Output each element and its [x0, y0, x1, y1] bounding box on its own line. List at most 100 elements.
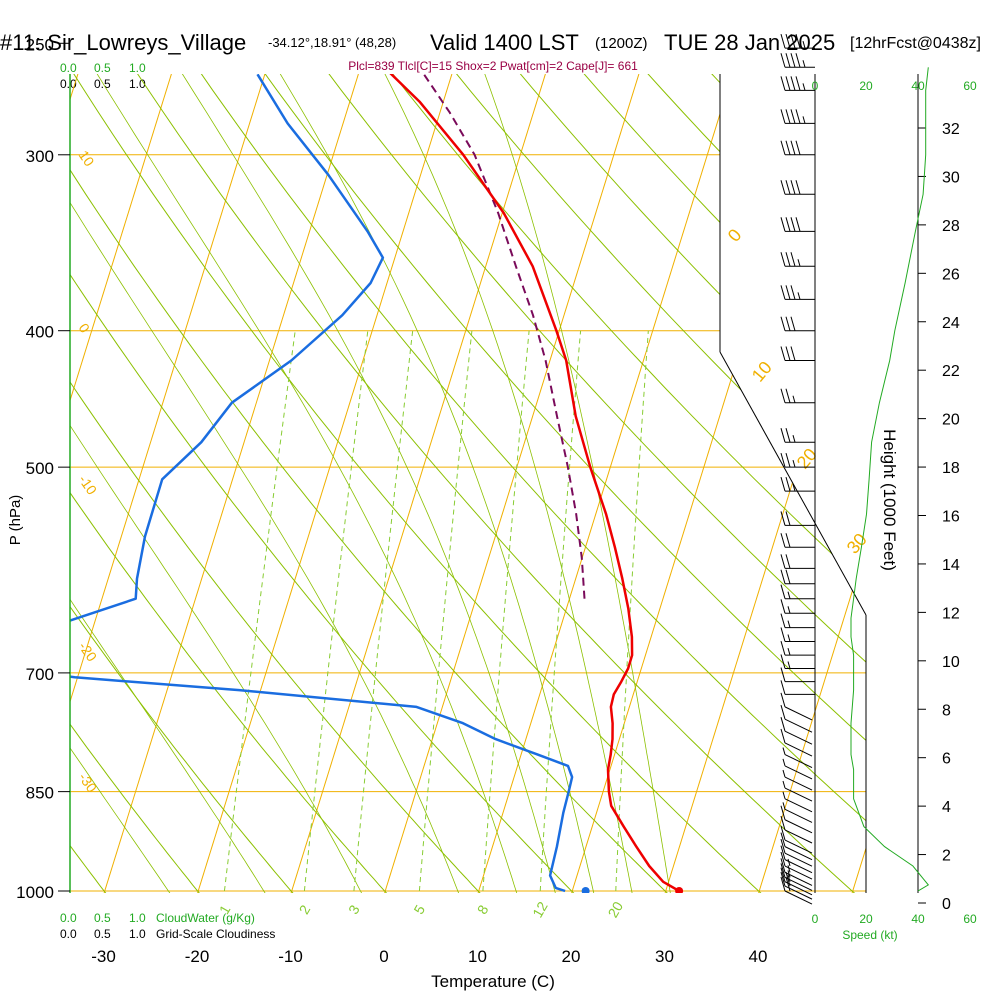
wind-barb-flag — [780, 876, 786, 892]
dry-adiabat — [411, 74, 866, 893]
moist-adiabat — [70, 74, 470, 893]
speed-tick-label: 0 — [812, 79, 819, 93]
wind-barb-half — [787, 865, 791, 873]
cloudwater-top-tick: 0.5 — [94, 61, 111, 75]
wind-barb-flag — [780, 388, 786, 403]
wind-barb-flag — [780, 680, 786, 695]
isotherm-line — [70, 74, 79, 893]
wind-barb-half — [782, 747, 786, 755]
wind-barb-flag — [780, 641, 786, 656]
wind-barb-flag — [795, 109, 801, 124]
temperature-tick-label: -10 — [278, 947, 303, 966]
mixing-ratio-label: 3 — [345, 902, 363, 917]
wind-barb-flag — [790, 346, 796, 361]
height-tick-label: 8 — [942, 702, 951, 719]
wind-barb-shaft — [784, 765, 813, 780]
adiabat-label: 30 — [843, 529, 871, 557]
wind-barb-flag — [785, 180, 791, 195]
valid-time: Valid 1400 LST — [430, 30, 579, 55]
wind-barb-flag — [780, 627, 786, 642]
wind-barb-flag — [790, 76, 796, 91]
wind-barb-flag — [780, 851, 786, 867]
wind-barb-half — [787, 634, 791, 642]
wind-barb-shaft — [784, 776, 813, 791]
wind-barb-half — [787, 648, 791, 656]
wind-barb-flag — [795, 34, 801, 49]
wind-barb-flag — [780, 217, 786, 232]
dry-adiabat — [349, 74, 866, 893]
y-axis-label: P (hPa) — [7, 495, 24, 546]
wind-barb-shaft — [784, 787, 813, 802]
stability-indices: Plcl=839 Tlcl[C]=15 Shox=2 Pwat[cm]=2 Ca… — [348, 59, 638, 73]
speed-tick-label: 0 — [812, 912, 819, 926]
wind-barb-half — [787, 874, 791, 882]
station-name: #11: Sir_Lowreys_Village — [0, 30, 246, 55]
wind-barb-flag — [780, 252, 786, 267]
moist-adiabat — [368, 74, 638, 893]
wind-barb-flag — [780, 825, 786, 841]
cloudiness-bottom-tick: 0.5 — [94, 927, 111, 941]
dry-adiabat — [473, 74, 866, 893]
wind-barb-shaft — [784, 871, 813, 886]
cloud-bottom-scale: 0.0 0.5 1.0 CloudWater (g/Kg) 0.0 0.5 1.… — [60, 911, 275, 941]
wind-barb-flag — [780, 858, 786, 873]
wind-barb-flag — [780, 109, 786, 124]
cloudwater-top-tick: 1.0 — [129, 61, 146, 75]
pressure-label: 1000 — [16, 883, 54, 902]
x-axis-label: Temperature (C) — [431, 972, 555, 991]
moist-adiabat — [78, 74, 526, 893]
wind-barb-half — [782, 769, 786, 778]
mixing-ratio-label: 2 — [296, 902, 314, 917]
wind-barb-flag — [790, 285, 796, 300]
cloudiness-top-tick: 1.0 — [129, 77, 146, 91]
valid-zulu: (1200Z) — [595, 35, 648, 52]
dry-adiabat — [70, 74, 507, 893]
profile-lines — [70, 74, 684, 893]
forecast-date: TUE 28 Jan 2025 — [664, 30, 835, 55]
wind-barb-half — [802, 41, 806, 49]
wind-barb-half — [787, 661, 791, 669]
pressure-label: 500 — [26, 459, 54, 478]
wind-barb-shaft — [784, 890, 813, 905]
plot-frame — [69, 74, 919, 893]
pressure-label: 850 — [26, 784, 54, 803]
wind-barb-flag — [780, 140, 786, 155]
height-tick-label: 20 — [942, 412, 960, 429]
height-tick-label: 10 — [942, 654, 960, 671]
mixing-ratio-line — [353, 330, 414, 892]
dry-adiabat — [70, 74, 792, 893]
wind-barb-flag — [785, 109, 791, 124]
wind-barb-flag — [785, 476, 791, 492]
height-tick-label: 16 — [942, 509, 960, 526]
pressure-label: 300 — [26, 147, 54, 166]
wind-barb-half — [802, 116, 806, 124]
wind-barb-half — [792, 460, 796, 468]
wind-barb-flag — [780, 871, 786, 887]
temperature-tick-label: -30 — [91, 947, 116, 966]
isotherm-line — [103, 74, 359, 893]
wind-barb-shaft — [784, 706, 813, 721]
dry-adiabat — [536, 74, 866, 893]
temperature-tick-label: -20 — [185, 947, 210, 966]
cloudwater-bottom-tick: 0.0 — [60, 911, 77, 925]
wind-barb-half — [787, 858, 791, 867]
wind-barb-flag — [780, 805, 786, 820]
wind-barb-flag — [780, 34, 786, 49]
wind-barb-flag — [785, 252, 791, 267]
wind-barb-flag — [780, 511, 786, 526]
height-axis-label: Height (1000 Feet) — [880, 429, 899, 571]
moist-adiabat — [261, 74, 601, 893]
wind-barb-flag — [790, 217, 796, 232]
cloudwater-bottom-tick: 0.5 — [94, 911, 111, 925]
cloudwater-bottom-tick: 1.0 — [129, 911, 146, 925]
wind-barb-flag — [790, 316, 796, 331]
isotherm-line — [758, 74, 866, 893]
wind-barb-half — [782, 802, 786, 810]
wind-barb-flag — [780, 705, 786, 720]
wind-barb-shaft — [784, 885, 813, 900]
dry-adiabat — [100, 74, 866, 893]
moist-adiabat — [70, 74, 376, 893]
wind-barb-flag — [780, 346, 786, 361]
wind-barb-shaft — [784, 808, 813, 823]
